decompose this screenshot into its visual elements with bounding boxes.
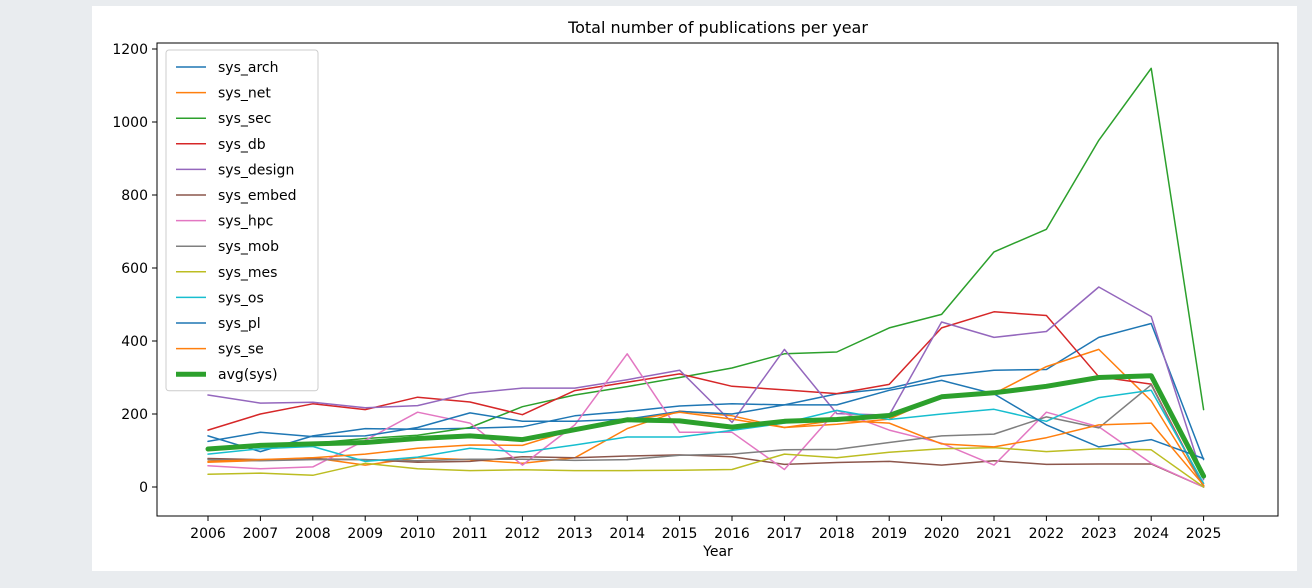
legend-entry: sys_embed xyxy=(218,188,297,204)
legend-entry: sys_hpc xyxy=(218,214,273,230)
x-tick-label: 2025 xyxy=(1186,526,1222,542)
y-tick-label: 1200 xyxy=(112,42,148,58)
x-tick-label: 2016 xyxy=(714,526,750,542)
y-tick-label: 1000 xyxy=(112,115,148,131)
x-tick-label: 2007 xyxy=(243,526,279,542)
x-tick-label: 2022 xyxy=(1029,526,1065,542)
x-tick-label: 2018 xyxy=(819,526,855,542)
series-line-avg-sys xyxy=(205,373,1207,479)
legend-entry: sys_design xyxy=(218,162,294,178)
legend-entry: sys_mob xyxy=(218,239,279,255)
legend-entry: sys_mes xyxy=(218,265,277,281)
x-axis-label: Year xyxy=(702,544,733,560)
x-tick-label: 2019 xyxy=(871,526,907,542)
series-line-sys-mes xyxy=(207,446,1205,488)
x-tick-label: 2017 xyxy=(767,526,803,542)
legend-entry: sys_se xyxy=(218,342,264,358)
x-tick-label: 2012 xyxy=(505,526,541,542)
x-tick-label: 2020 xyxy=(924,526,960,542)
y-tick-label: 0 xyxy=(139,480,148,496)
y-tick-label: 200 xyxy=(121,407,148,423)
series-line-sys-sec xyxy=(207,67,1205,450)
x-tick-label: 2006 xyxy=(190,526,226,542)
x-tick-label: 2009 xyxy=(347,526,383,542)
plot-frame xyxy=(156,42,1279,517)
x-tick-label: 2013 xyxy=(557,526,593,542)
legend-entry: sys_arch xyxy=(218,60,278,76)
x-tick-label: 2021 xyxy=(976,526,1012,542)
chart-panel: Total number of publications per year 0 2… xyxy=(92,6,1297,571)
legend-entry: sys_pl xyxy=(218,316,261,332)
legend-entry: sys_net xyxy=(218,86,271,102)
legend-entry: avg(sys) xyxy=(218,367,278,383)
series-line-sys-design xyxy=(207,286,1205,481)
x-tick-label: 2014 xyxy=(609,526,645,542)
series-line-sys-arch xyxy=(207,322,1205,461)
x-tick-label: 2011 xyxy=(452,526,488,542)
legend-entry: sys_os xyxy=(218,290,264,306)
y-tick-label: 600 xyxy=(121,261,148,277)
series-line-sys-pl xyxy=(207,379,1205,460)
x-tick-label: 2008 xyxy=(295,526,331,542)
legend-entry: sys_db xyxy=(218,137,266,153)
legend-entry: sys_sec xyxy=(218,111,271,127)
series-line-sys-se xyxy=(207,411,1205,486)
x-tick-label: 2024 xyxy=(1133,526,1169,542)
y-tick-label: 400 xyxy=(121,334,148,350)
x-tick-label: 2015 xyxy=(662,526,698,542)
y-tick-label: 800 xyxy=(121,188,148,204)
series-line-sys-hpc xyxy=(207,353,1205,488)
chart-title: Total number of publications per year xyxy=(567,18,868,37)
x-tick-label: 2023 xyxy=(1081,526,1117,542)
x-tick-label: 2010 xyxy=(400,526,436,542)
legend-box xyxy=(165,49,319,392)
line-chart: Total number of publications per year 0 2… xyxy=(112,18,1279,560)
